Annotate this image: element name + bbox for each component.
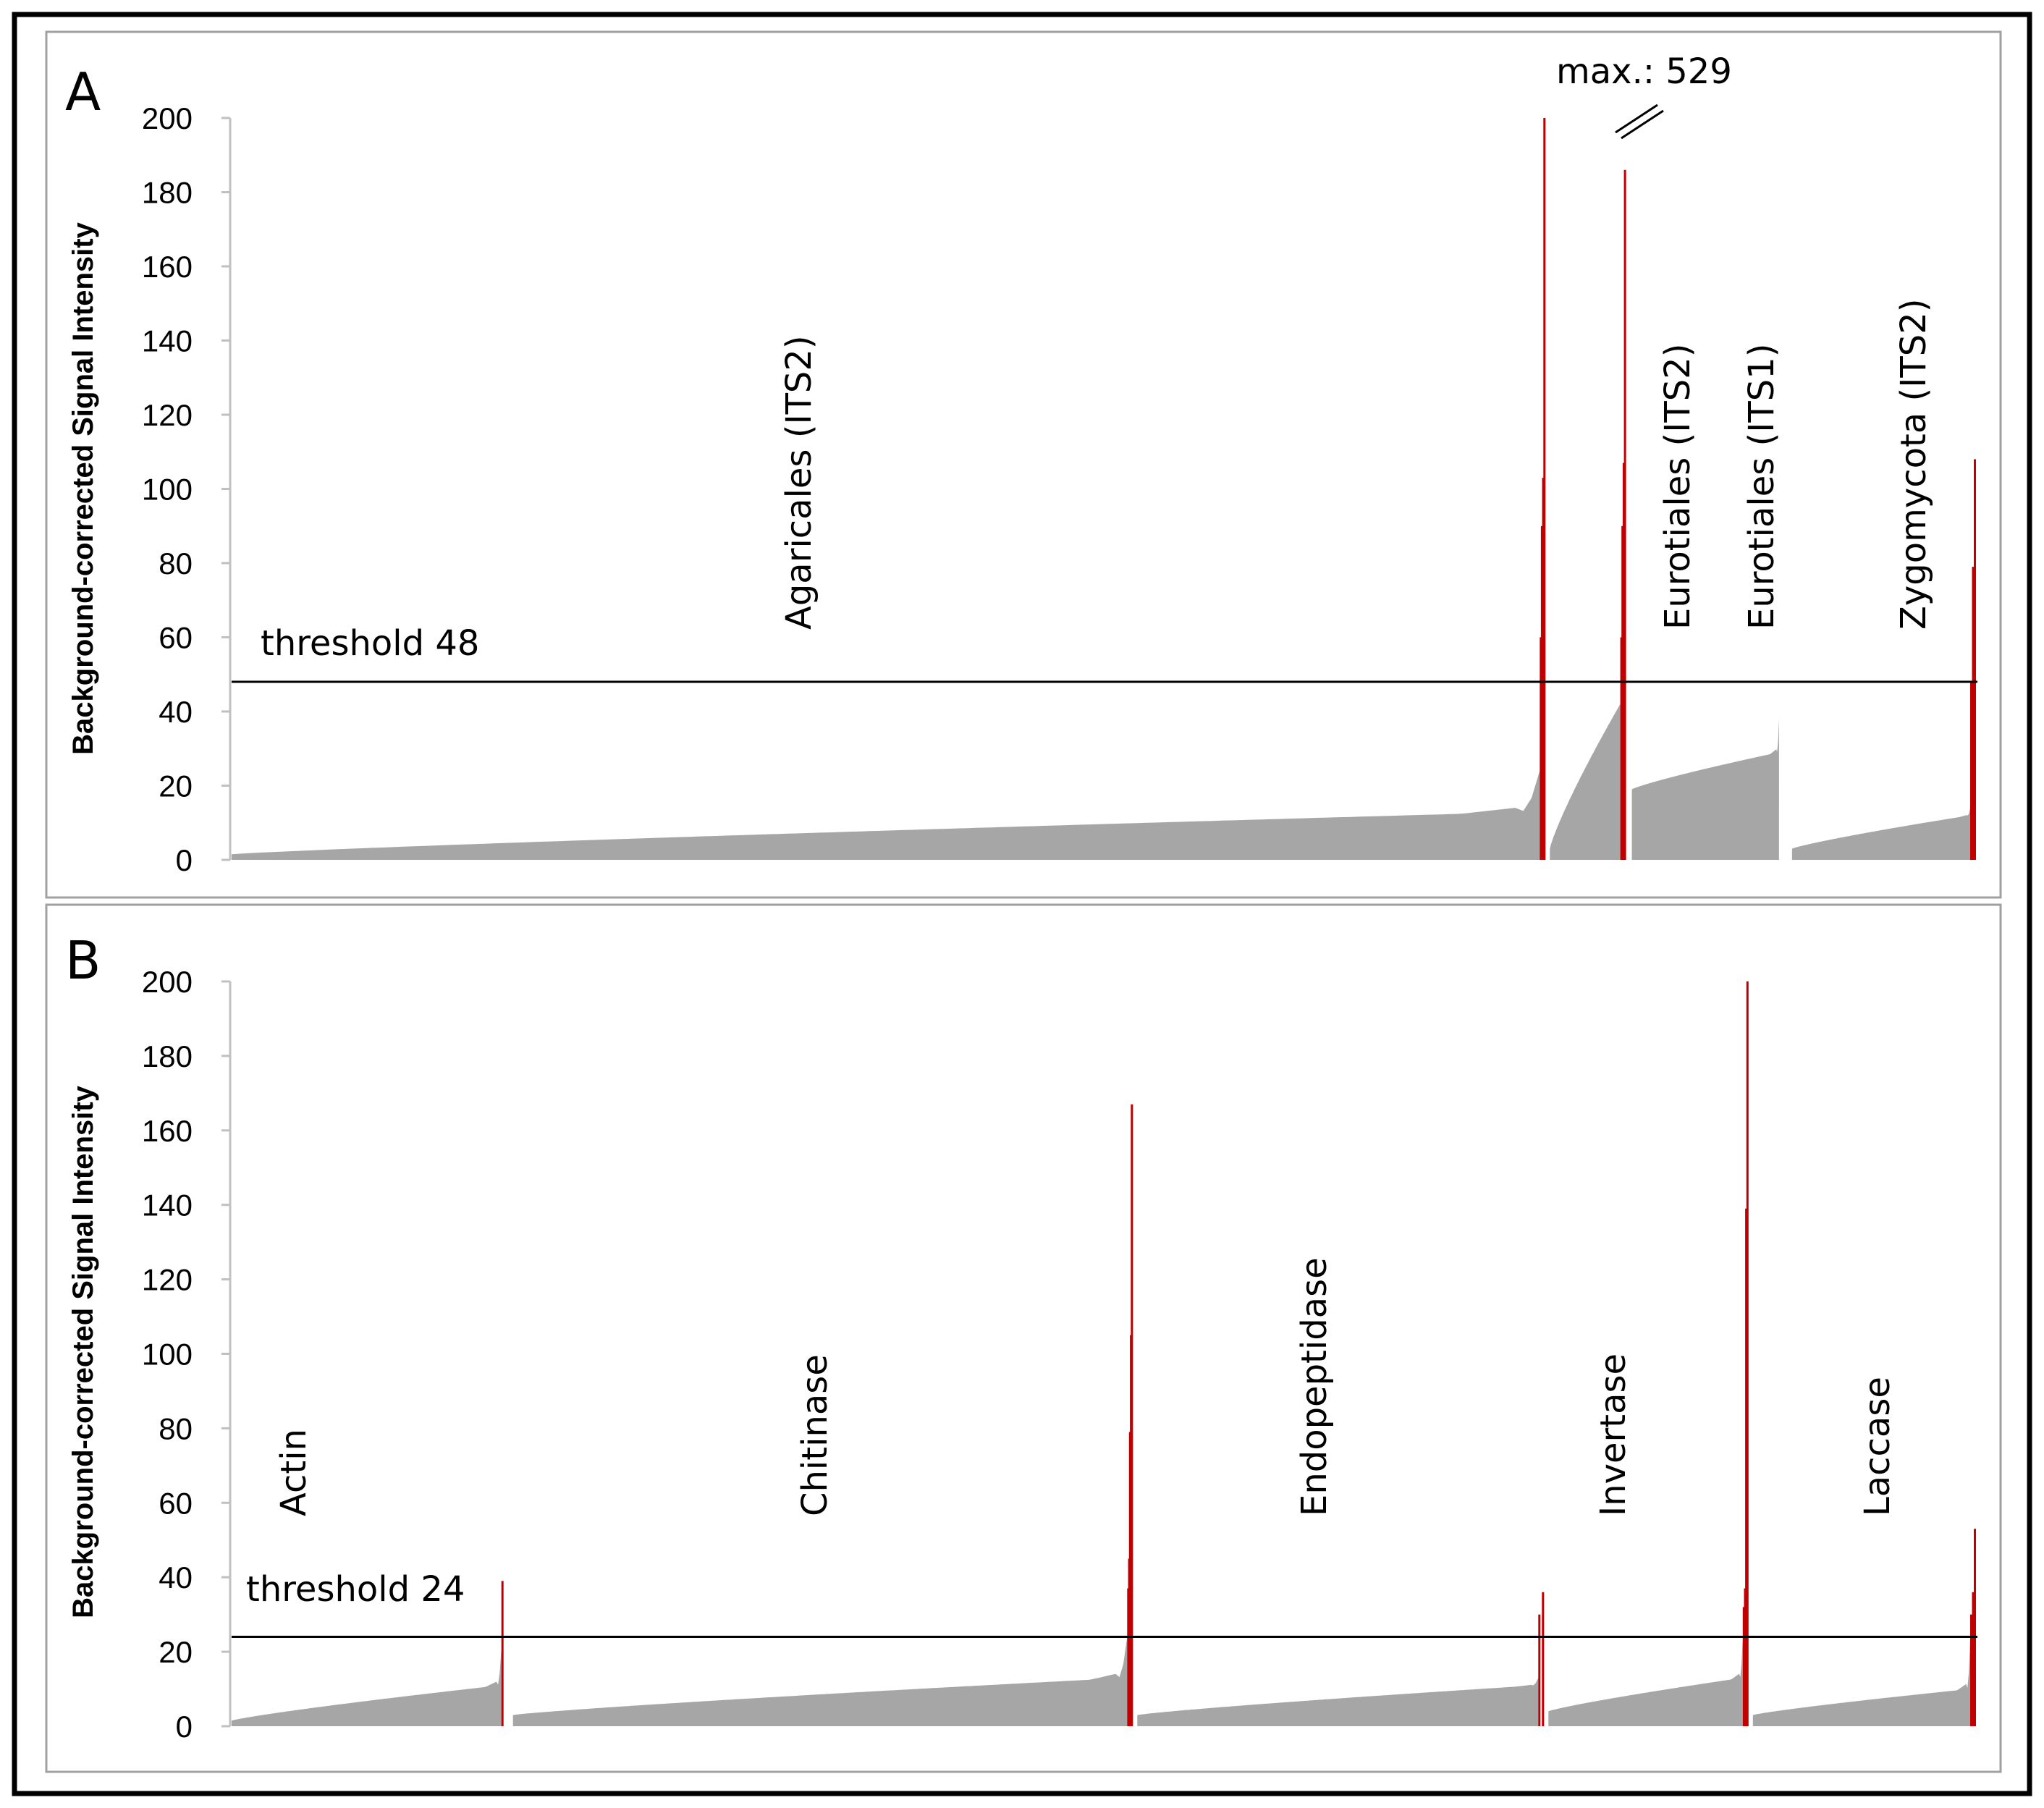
red-peak-bar xyxy=(1972,567,1975,860)
y-tick-label: 140 xyxy=(142,1188,193,1222)
red-peak-bar xyxy=(501,1581,504,1726)
group-label: Eurotiales (ITS1) xyxy=(1741,344,1782,630)
y-tick-label: 160 xyxy=(142,1114,193,1148)
group-label: Actin xyxy=(274,1429,314,1516)
panel-b-letter: B xyxy=(65,930,101,991)
panel-a-letter: A xyxy=(65,62,101,122)
red-peak-bar xyxy=(1974,459,1976,860)
panel-a-plot: 0 20 40 60 80 100 120 140 160 180 200 Agaricales (I… xyxy=(142,51,1977,877)
y-tick-label: 60 xyxy=(159,1486,193,1520)
group-distribution-area xyxy=(232,771,1540,860)
y-tick-label: 100 xyxy=(142,473,193,507)
y-tick-label: 20 xyxy=(159,769,193,803)
panel-b-y-axis-label: Background-corrected Signal Intensity xyxy=(67,1085,99,1618)
axis-break-mark xyxy=(1615,104,1658,134)
red-peak-bar xyxy=(1623,169,1626,861)
y-tick-label: 40 xyxy=(159,695,193,729)
panel-a-frame xyxy=(45,30,2002,899)
y-tick-label: 160 xyxy=(142,250,193,284)
y-tick-label: 180 xyxy=(142,176,193,210)
panel-a: A Background-corrected Signal Intensity … xyxy=(45,30,2002,899)
group-label: Invertase xyxy=(1593,1353,1634,1516)
threshold-label: threshold 48 xyxy=(261,623,479,664)
group-distribution-area xyxy=(1631,719,1779,860)
y-tick-label: 200 xyxy=(142,965,193,999)
red-peak-bar xyxy=(1974,1529,1976,1726)
y-tick-label: 60 xyxy=(159,621,193,655)
y-tick-label: 40 xyxy=(159,1560,193,1594)
panel-a-y-axis-label: Background-corrected Signal Intensity xyxy=(67,221,99,754)
red-peak-bar xyxy=(1621,525,1624,861)
y-tick-label: 0 xyxy=(176,1710,193,1744)
panel-b-plot: 0 20 40 60 80 100 120 140 160 180 200 Actin Chitinas… xyxy=(142,965,1977,1744)
group-distribution-area xyxy=(1791,808,1970,860)
group-label: Endopeptidase xyxy=(1294,1257,1335,1516)
y-tick-label: 80 xyxy=(159,546,193,580)
red-peak-bar xyxy=(1970,1614,1972,1726)
group-label: Eurotiales (ITS2) xyxy=(1657,344,1698,630)
red-peak-bar xyxy=(1540,525,1543,861)
red-peak-bar xyxy=(1620,637,1623,860)
panel-b: B Background-corrected Signal Intensity … xyxy=(45,903,2002,1773)
group-distribution-area xyxy=(1550,704,1621,860)
y-tick-label: 0 xyxy=(176,843,193,877)
red-peak-bar xyxy=(1622,462,1625,860)
y-tick-label: 120 xyxy=(142,1263,193,1297)
red-peak-bar xyxy=(1972,1592,1975,1726)
red-peak-bar xyxy=(1542,478,1545,860)
panel-b-frame xyxy=(45,903,2002,1773)
y-tick-label: 140 xyxy=(142,324,193,358)
group-distribution-area xyxy=(1752,1640,1970,1726)
threshold-label: threshold 24 xyxy=(246,1569,465,1610)
red-peak-bar xyxy=(1540,637,1542,860)
group-distribution-area xyxy=(1137,1678,1539,1726)
group-label: Chitinase xyxy=(795,1354,835,1516)
group-label: Zygomycota (ITS2) xyxy=(1893,299,1934,630)
group-distribution-area xyxy=(232,1648,502,1726)
red-peak-bar xyxy=(1746,981,1749,1726)
group-distribution-area xyxy=(512,1636,1128,1726)
y-tick-label: 180 xyxy=(142,1039,193,1073)
red-peak-bar xyxy=(1745,1208,1748,1726)
group-distribution-area xyxy=(1548,1636,1743,1726)
y-tick-label: 20 xyxy=(159,1635,193,1669)
red-peak-bar xyxy=(1970,682,1972,860)
max-value-label: max.: 529 xyxy=(1556,51,1732,92)
red-peak-bar xyxy=(1543,118,1546,860)
red-peak-bar xyxy=(1744,1588,1747,1726)
red-peak-bar xyxy=(1742,1607,1745,1726)
red-peak-bar xyxy=(1542,1592,1545,1726)
y-tick-label: 80 xyxy=(159,1411,193,1445)
group-label: Agaricales (ITS2) xyxy=(779,335,819,630)
y-tick-label: 120 xyxy=(142,398,193,432)
red-peak-bar xyxy=(1131,1104,1133,1726)
y-tick-label: 200 xyxy=(142,101,193,135)
red-peak-bar xyxy=(1538,1614,1541,1726)
axis-break-mark xyxy=(1621,109,1664,140)
y-tick-label: 100 xyxy=(142,1338,193,1372)
group-label: Laccase xyxy=(1857,1377,1898,1516)
